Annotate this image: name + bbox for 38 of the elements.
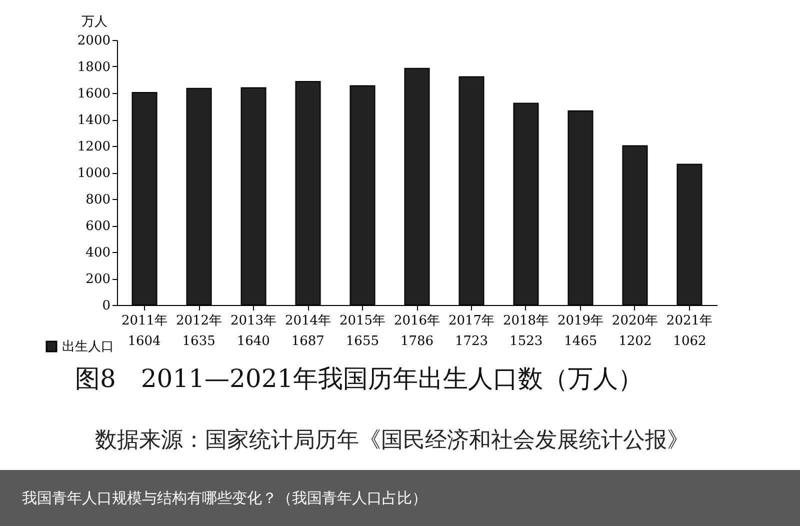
data-label: 1635: [182, 334, 216, 349]
data-label: 1523: [510, 334, 543, 349]
data-label: 1465: [564, 334, 598, 349]
x-tick-label: 2019年: [557, 314, 604, 328]
x-tick-label: 2018年: [502, 314, 550, 328]
data-label: 1723: [455, 334, 488, 349]
data-label: 1786: [400, 334, 434, 349]
data-label: 1202: [618, 334, 652, 349]
x-tick-label: 2014年: [284, 314, 332, 328]
y-tick-label: 1800: [77, 60, 110, 75]
y-tick-label: 800: [86, 192, 110, 208]
y-tick-label: 2000: [77, 34, 110, 48]
data-label: 1655: [346, 334, 379, 349]
x-tick-label: 2020年: [612, 314, 658, 328]
legend-label: 出生人口: [62, 340, 114, 354]
y-tick-label: 400: [86, 246, 110, 260]
x-tick-label: 2013年: [230, 314, 277, 328]
y-axis-title: 万人: [82, 14, 108, 30]
y-tick-label: 1600: [77, 86, 110, 102]
data-label: 1640: [236, 334, 270, 349]
x-tick-label: 2012年: [176, 314, 222, 328]
x-tick-label: 2017年: [448, 314, 495, 328]
data-label: 1687: [291, 334, 324, 349]
x-tick-label: 2011年: [121, 314, 168, 328]
x-tick-label: 2016年: [394, 314, 440, 328]
text: 图8 2011—2021年我国历年出生人口数（万人）: [75, 363, 644, 395]
y-tick-label: 600: [86, 219, 110, 234]
y-tick-label: 1200: [77, 140, 110, 154]
source-note: 数据来源：国家统计局历年《国民经济和社会发展统计公报》: [95, 427, 690, 455]
x-tick-label: 2015年: [339, 314, 386, 328]
data-label: 1062: [673, 334, 706, 349]
y-tick-label: 1000: [77, 166, 110, 181]
text: 我国青年人口规模与结构有哪些变化？（我国青年人口占比）: [0, 470, 800, 526]
y-tick-label: 0: [102, 298, 110, 314]
data-label: 1604: [128, 334, 161, 349]
y-tick-label: 200: [86, 272, 110, 287]
x-tick-label: 2021年: [666, 314, 713, 328]
y-tick-label: 1400: [77, 113, 110, 128]
